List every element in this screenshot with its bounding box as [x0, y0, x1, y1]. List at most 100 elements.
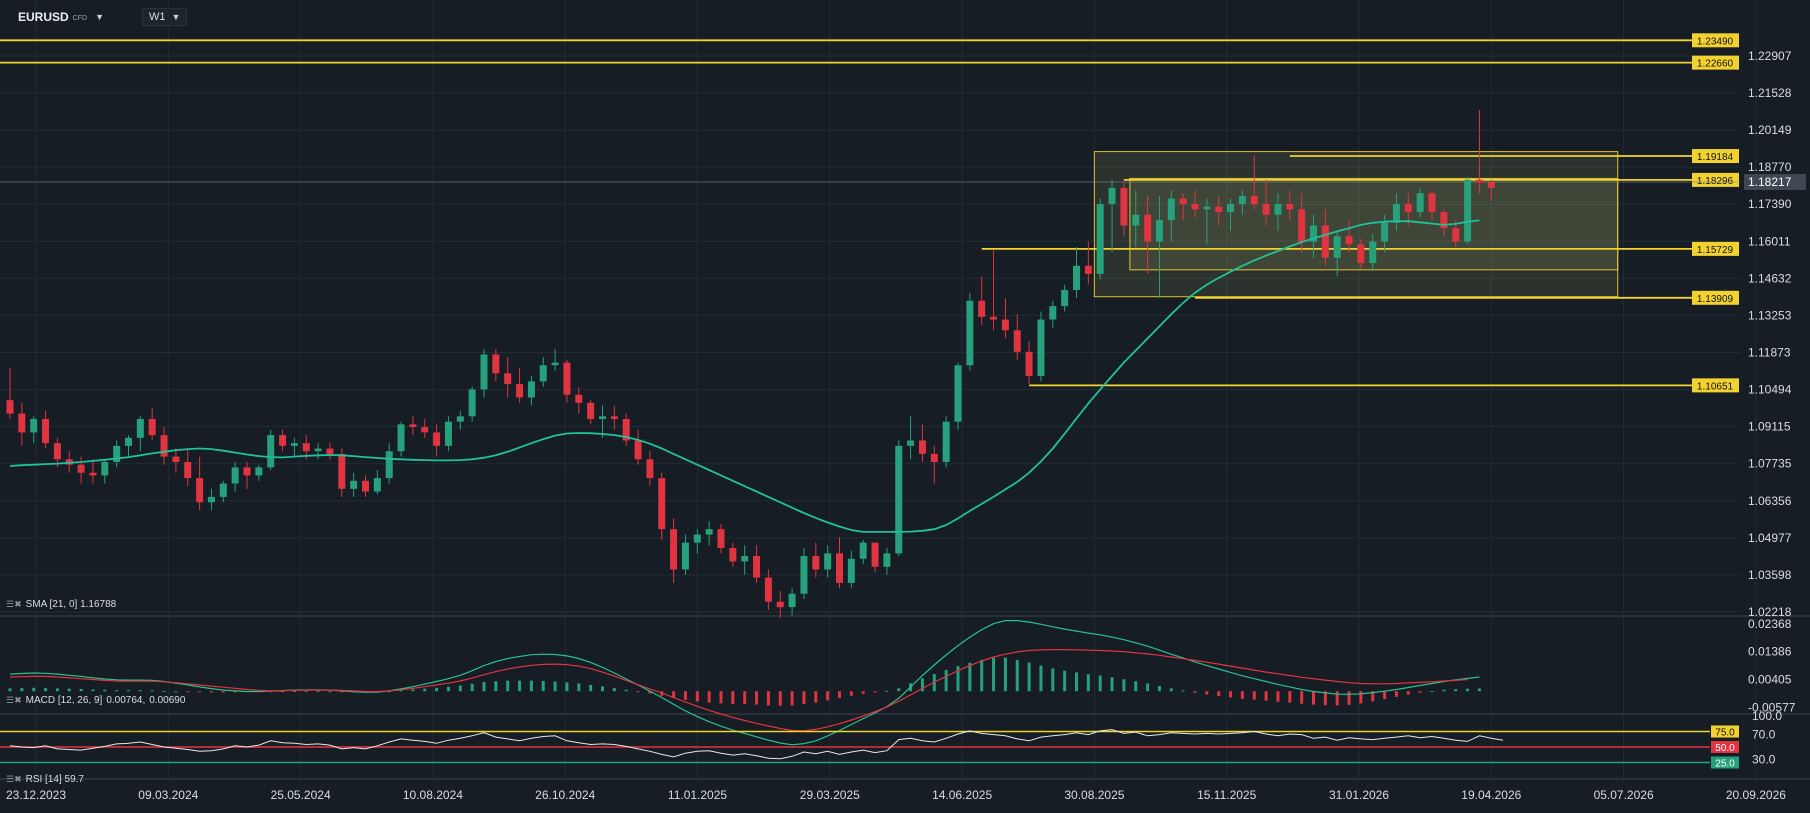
macd-histogram-bar: [683, 691, 687, 701]
candle-body: [871, 542, 879, 567]
macd-histogram-bar: [1157, 686, 1161, 692]
macd-histogram-bar: [743, 691, 747, 705]
time-axis-label: 26.10.2024: [535, 788, 595, 802]
macd-histogram-bar: [624, 689, 628, 692]
macd-histogram-bar: [446, 686, 450, 692]
macd-histogram-bar: [518, 680, 522, 692]
candle-body: [741, 556, 749, 562]
settings-icon[interactable]: ☰✖: [6, 599, 22, 609]
candle-body: [326, 448, 334, 454]
time-axis-label: 05.07.2026: [1594, 788, 1654, 802]
time-axis[interactable]: 23.12.2023 09.03.2024 25.05.2024 10.08.2024…: [6, 788, 1786, 802]
candle-body: [1310, 225, 1317, 242]
macd-axis-label: 0.00405: [1748, 673, 1792, 687]
macd-histogram-bar: [138, 690, 142, 692]
symbol-name[interactable]: EURUSD: [18, 10, 69, 24]
macd-histogram-bar: [316, 690, 320, 692]
macd-histogram-bar: [1015, 659, 1019, 692]
sma-line: [9, 219, 1480, 533]
price-axis-label: 1.20149: [1748, 123, 1792, 137]
candle-body: [563, 362, 571, 395]
macd-histogram-bar: [1063, 670, 1067, 692]
macd-histogram-bar: [873, 691, 877, 693]
macd-value-1: 0.00764,: [106, 695, 146, 706]
candle-body: [990, 316, 998, 320]
macd-histogram-bar: [67, 688, 71, 692]
candle-body: [824, 553, 832, 570]
price-axis-label: 1.11873: [1748, 346, 1791, 360]
macd-histogram-bar: [956, 666, 960, 692]
macd-histogram-bar: [1075, 672, 1078, 692]
price-axis-label: 1.21528: [1748, 86, 1792, 100]
macd-histogram-bar: [814, 691, 818, 703]
price-axis[interactable]: 1.22907 1.21528 1.20149 1.18770 1.17390 1.160…: [1744, 49, 1806, 766]
candle-body: [1298, 209, 1306, 242]
macd-histogram-bar: [162, 690, 166, 692]
macd-histogram-bar: [755, 691, 759, 705]
rsi-legend[interactable]: ☰✖ RSI [14] 59.7: [6, 774, 84, 785]
macd-histogram-bar: [648, 691, 652, 694]
candle-body: [966, 300, 974, 366]
symbol-chevron-down-icon[interactable]: ▼: [95, 12, 104, 22]
macd-legend[interactable]: ☰✖ MACD [12, 26, 9] 0.00764, 0.00690: [6, 695, 185, 706]
macd-histogram-bar: [1027, 662, 1031, 692]
candle-body: [77, 464, 85, 473]
candle-body: [207, 496, 215, 503]
candle-body: [302, 443, 310, 452]
macd-histogram-bar: [8, 688, 12, 692]
price-level-tag: [1692, 172, 1739, 187]
toolbar: EURUSD CFD ▼ W1 ▼: [18, 8, 188, 26]
macd-histogram-bar: [91, 689, 95, 692]
macd-histogram-bar: [1110, 677, 1114, 692]
macd-histogram-bar: [826, 691, 830, 701]
macd-axis-label: -0.00577: [1748, 701, 1796, 715]
macd-histogram-bar: [304, 690, 308, 692]
candle-body: [350, 480, 358, 489]
candle-body: [409, 424, 417, 428]
price-axis-label: 1.04977: [1748, 531, 1792, 545]
macd-histogram-bar: [1323, 691, 1327, 706]
macd-histogram-bar: [399, 690, 403, 692]
price-level-tag: [1692, 55, 1739, 70]
macd-histogram-bar: [1288, 691, 1292, 703]
candle-body: [267, 435, 275, 468]
candle-body: [1464, 179, 1472, 242]
candle-body: [231, 467, 239, 484]
settings-icon[interactable]: ☰✖: [6, 695, 22, 705]
horizontal-levels[interactable]: 1.23490 1.22660 1.19184 1.18296 1.15729 1.139…: [0, 33, 1740, 393]
candle-body: [1392, 203, 1400, 223]
price-axis-label: 1.13253: [1748, 308, 1792, 322]
rsi-level-label: 50.0: [1715, 743, 1735, 754]
macd-histogram-bar: [802, 691, 806, 705]
macd-histogram-bar: [778, 691, 782, 706]
timeframe-selector[interactable]: W1 ▼: [141, 8, 188, 26]
macd-histogram-bar: [636, 691, 640, 693]
candle-body: [539, 365, 547, 382]
macd-histogram-bar: [1217, 691, 1221, 697]
macd-histogram-bar: [1300, 691, 1304, 704]
timeframe-value: W1: [148, 11, 166, 23]
rsi-pane: 75.0 50.0 25.0: [0, 725, 1739, 770]
macd-histogram-bar: [1347, 691, 1351, 705]
macd-histogram-bar: [1335, 691, 1339, 706]
macd-histogram-bar: [1193, 691, 1197, 693]
macd-histogram-bar: [897, 688, 901, 692]
candle-body: [125, 437, 132, 446]
macd-histogram-bar: [1181, 690, 1185, 692]
price-axis-label: 1.09115: [1748, 420, 1791, 434]
sma-legend[interactable]: ☰✖ SMA [21, 0] 1.16788: [6, 599, 116, 610]
candle-body: [622, 418, 630, 441]
macd-histogram-bar: [115, 690, 119, 692]
macd-histogram-bar: [458, 685, 462, 692]
macd-histogram-bar: [1098, 675, 1102, 692]
candle-body: [527, 381, 535, 398]
candle-body: [1191, 203, 1199, 210]
settings-icon[interactable]: ☰✖: [6, 774, 22, 784]
candle-body: [1025, 351, 1033, 376]
macd-histogram-bar: [1454, 689, 1458, 692]
candle-body: [1203, 206, 1211, 210]
macd-histogram-bar: [1086, 674, 1090, 692]
candle-body: [812, 556, 820, 570]
candle-body: [196, 478, 204, 503]
